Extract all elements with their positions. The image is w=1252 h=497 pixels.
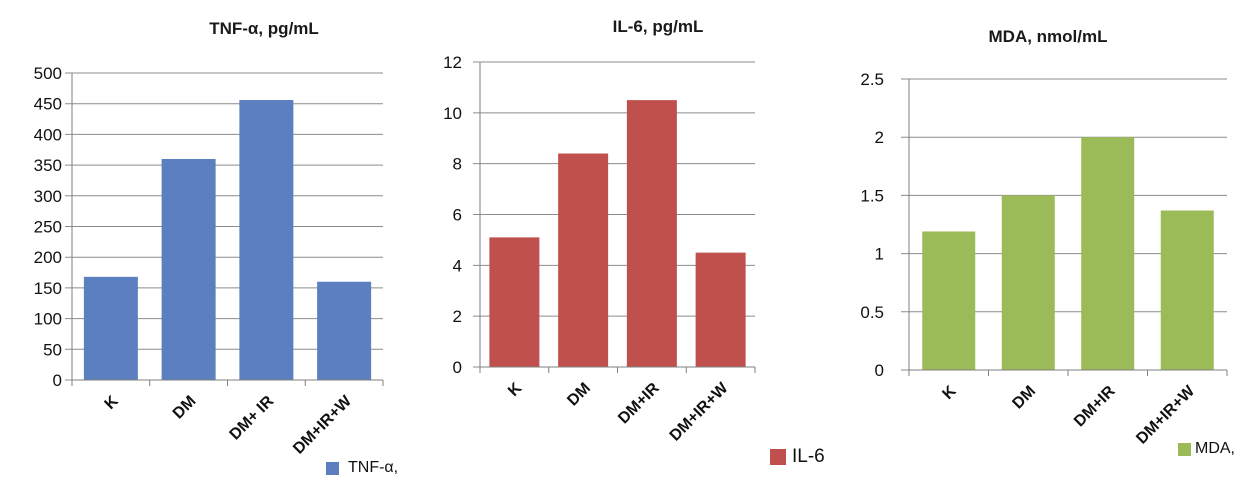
bar [922,231,976,370]
bar [1001,195,1055,370]
y-tick-label: 0 [453,358,462,377]
legend-label: TNF-α, [348,459,399,476]
y-tick-label: 12 [443,53,462,72]
legend: MDA, [1178,440,1235,458]
y-tick-label: 450 [34,95,62,114]
y-tick-label: 2 [875,128,884,147]
bar [161,158,216,380]
bar [489,237,540,367]
y-tick-label: 4 [453,256,462,275]
y-tick-label: 2.5 [860,70,884,89]
tnf-alpha-plot: 0 50 100 150 200 250 300 350 400 450 500 K DM DM+ IR D… [34,64,384,458]
bar [558,153,609,367]
y-tick-label: 1 [875,245,884,264]
chart-title: IL-6, pg/mL [612,17,704,36]
legend-label: MDA, [1195,440,1235,457]
x-tick-label: DM [1009,383,1039,413]
y-tick-label: 350 [34,156,62,175]
x-tick-label: DM+IR+W [667,379,732,444]
x-tick-label: DM+IR+W [1133,382,1198,447]
il-6-chart: IL-6, pg/mL 0 2 4 6 8 10 12 K DM DM+IR DM+IR+W IL-… [418,0,825,497]
y-tick-label: 250 [34,218,62,237]
bar [626,100,677,367]
x-tick-label: DM [564,380,594,410]
y-tick-label: 8 [453,155,462,174]
y-tick-label: 2 [453,307,462,326]
mda-chart: MDA, nmol/mL 0 0.5 1 1.5 2 2.5 K DM DM+IR DM+IR+W… [832,0,1252,497]
bar [1081,137,1135,370]
legend-swatch [326,461,339,475]
y-tick-label: 100 [34,310,62,329]
y-tick-label: 300 [34,187,62,206]
bar [695,252,746,367]
x-tick-label: K [505,379,526,400]
y-tick-label: 200 [34,248,62,267]
il-6-plot: 0 2 4 6 8 10 12 K DM DM+IR DM+IR+W [443,53,756,445]
bar [83,276,138,380]
y-tick-label: 1.5 [860,186,884,205]
x-tick-label: DM+IR [1071,382,1119,430]
y-tick-label: 0 [875,361,884,380]
y-tick-label: 50 [43,340,62,359]
x-tick-label: DM+IR+W [290,392,355,457]
x-tick-label: K [102,392,123,413]
y-tick-label: 0.5 [860,303,884,322]
legend: TNF-α, [326,459,398,477]
y-tick-label: 500 [34,64,62,83]
legend-swatch [1178,442,1191,456]
bar [239,100,294,381]
legend-swatch [770,449,786,465]
x-tick-label: DM+IR [615,379,663,427]
x-tick-label: K [939,382,960,403]
bar [1160,210,1214,370]
x-tick-label: DM+ IR [227,392,278,443]
chart-title: MDA, nmol/mL [988,27,1108,46]
y-tick-label: 150 [34,279,62,298]
y-tick-label: 10 [443,104,462,123]
legend: IL-6 [770,446,825,468]
tnf-alpha-chart: TNF-α, pg/mL 0 50 100 150 200 250 300 350 400 450… [0,0,400,497]
y-tick-label: 400 [34,125,62,144]
x-tick-label: DM [170,393,200,423]
bar [317,281,372,380]
mda-plot: 0 0.5 1 1.5 2 2.5 K DM DM+IR DM+IR+W [860,70,1228,448]
y-tick-label: 6 [453,206,462,225]
y-tick-label: 0 [53,371,62,390]
legend-label: IL-6 [792,446,825,467]
chart-title: TNF-α, pg/mL [209,19,319,38]
